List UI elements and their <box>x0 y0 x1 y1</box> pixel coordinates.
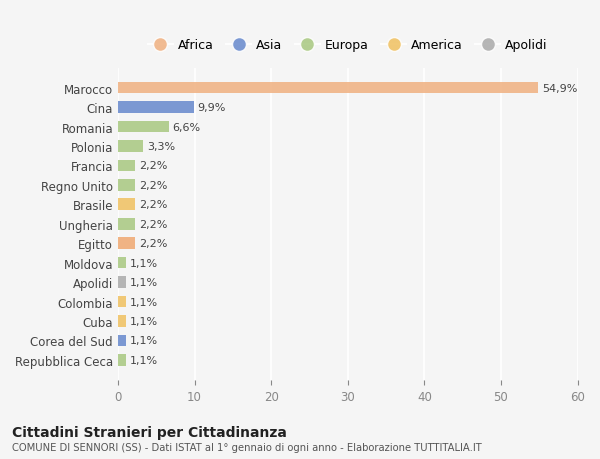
Text: COMUNE DI SENNORI (SS) - Dati ISTAT al 1° gennaio di ogni anno - Elaborazione TU: COMUNE DI SENNORI (SS) - Dati ISTAT al 1… <box>12 442 482 452</box>
Bar <box>118 179 135 191</box>
Bar <box>118 218 135 230</box>
Bar <box>118 296 127 308</box>
Bar <box>118 141 143 152</box>
Bar <box>118 257 127 269</box>
Bar <box>118 335 127 347</box>
Bar <box>118 238 135 250</box>
Text: 54,9%: 54,9% <box>542 84 578 94</box>
Bar <box>118 83 538 94</box>
Bar <box>118 102 194 114</box>
Bar <box>118 315 127 327</box>
Text: 1,1%: 1,1% <box>130 336 158 346</box>
Legend: Africa, Asia, Europa, America, Apolidi: Africa, Asia, Europa, America, Apolidi <box>143 34 553 57</box>
Text: 2,2%: 2,2% <box>139 239 167 249</box>
Text: 3,3%: 3,3% <box>147 142 175 151</box>
Text: 1,1%: 1,1% <box>130 258 158 268</box>
Text: 9,9%: 9,9% <box>197 103 226 113</box>
Bar <box>118 199 135 211</box>
Text: 6,6%: 6,6% <box>172 122 200 132</box>
Bar <box>118 277 127 288</box>
Text: 1,1%: 1,1% <box>130 278 158 287</box>
Bar <box>118 160 135 172</box>
Text: 2,2%: 2,2% <box>139 219 167 229</box>
Bar <box>118 122 169 133</box>
Text: 2,2%: 2,2% <box>139 180 167 190</box>
Text: 1,1%: 1,1% <box>130 316 158 326</box>
Text: 1,1%: 1,1% <box>130 297 158 307</box>
Text: 2,2%: 2,2% <box>139 161 167 171</box>
Text: Cittadini Stranieri per Cittadinanza: Cittadini Stranieri per Cittadinanza <box>12 425 287 439</box>
Bar <box>118 354 127 366</box>
Text: 1,1%: 1,1% <box>130 355 158 365</box>
Text: 2,2%: 2,2% <box>139 200 167 210</box>
